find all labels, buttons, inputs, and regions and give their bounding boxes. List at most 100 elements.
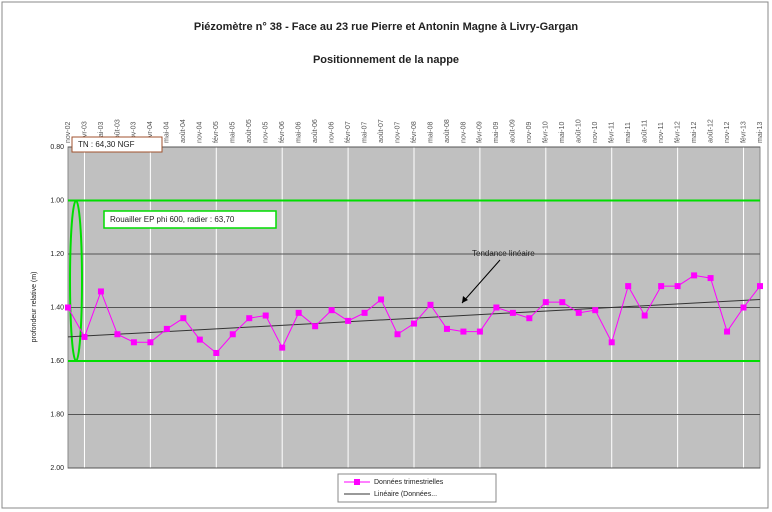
x-tick-label: mai-04 [164,121,171,143]
x-tick-label: août-09 [510,119,517,143]
x-tick-label: août-08 [444,119,451,143]
point [443,325,450,332]
chart-title: Piézomètre n° 38 - Face au 23 rue Pierre… [194,21,579,33]
x-tick-label: mai-03 [98,121,105,143]
point [130,339,137,346]
point [180,315,187,322]
x-tick-label: nov-03 [131,121,138,143]
point [641,312,648,319]
point [345,317,352,324]
point [592,307,599,314]
trend-line [67,298,761,338]
point [378,296,385,303]
point [707,275,714,282]
point [559,299,566,306]
y-tick-label: 1.00 [50,197,64,204]
point [81,333,88,340]
annotation-arrow [461,259,501,304]
x-tick-label: févr-08 [411,121,418,143]
x-tick-label: mai-09 [493,121,500,143]
x-tick-label: août-06 [312,119,319,143]
x-tick-label: nov-05 [263,121,270,143]
x-tick-label: août-11 [642,120,649,143]
point [427,301,434,308]
point [658,283,665,290]
point [279,344,286,351]
range-ellipse [69,199,83,362]
chart-subtitle: Positionnement de la nappe [313,54,459,66]
x-tick-label: août-10 [576,119,583,143]
x-tick-label: mai-05 [230,121,237,143]
y-tick-label: 1.20 [50,251,64,258]
y-tick-label: 1.40 [50,304,64,311]
x-tick-label: nov-06 [328,121,335,143]
x-tick-label: mai-12 [691,121,698,143]
x-tick-label: nov-12 [724,121,731,143]
y-tick-label: 1.80 [50,411,64,418]
point [312,323,319,330]
point [509,309,516,316]
x-tick-label: nov-11 [658,122,665,143]
annotation-box [103,210,277,229]
legend-label: Linéaire (Données... [374,491,437,498]
annotation: TN : 64,30 NGF [78,140,135,149]
x-tick-label: août-05 [246,119,253,143]
x-tick-label: févr-11 [609,122,616,143]
point [163,325,170,332]
point [625,283,632,290]
point [575,309,582,316]
point [246,315,253,322]
legend-swatch [354,479,360,485]
y-tick-label: 2.00 [50,465,64,472]
point [460,328,467,335]
point [262,312,269,319]
point [674,283,681,290]
point [394,331,401,338]
point [411,320,417,327]
x-tick-label: mai-13 [757,121,764,143]
point [295,309,302,316]
point [213,349,220,356]
x-tick-label: févr-12 [674,121,681,143]
point [757,283,763,290]
legend [337,473,497,503]
point [542,299,549,306]
x-tick-label: nov-09 [526,121,533,143]
annotation: Tendance linéaire [472,249,535,258]
point [493,304,500,311]
x-tick-label: févr-10 [543,121,550,143]
point [361,309,368,316]
x-tick-label: nov-02 [65,121,72,143]
point [526,315,533,322]
point [147,339,154,346]
x-tick-label: févr-05 [213,121,220,143]
x-tick-label: mai-07 [361,121,368,143]
x-tick-label: nov-07 [394,121,401,143]
x-tick-label: nov-10 [592,121,599,143]
x-tick-label: août-12 [707,119,714,143]
x-tick-label: févr-04 [147,121,154,143]
x-tick-label: nov-04 [197,121,204,143]
point [328,307,335,314]
point [65,304,71,311]
x-tick-label: févr-03 [81,121,88,143]
x-tick-label: févr-07 [345,121,352,143]
x-tick-label: mai-11 [625,122,632,143]
point [97,288,104,295]
arrow-head [462,296,468,303]
annotation-box [71,136,163,153]
point [740,304,747,311]
x-tick-label: août-04 [180,119,187,143]
x-tick-label: août-03 [114,119,121,143]
point [229,331,236,338]
x-tick-label: mai-10 [559,121,566,143]
y-axis-label: profondeur relative (m) [31,272,38,343]
point [196,336,203,343]
x-tick-label: mai-08 [427,121,434,143]
x-tick-label: nov-08 [460,121,467,143]
legend-label: Données trimestrielles [374,479,444,486]
point [608,339,615,346]
point [724,328,731,335]
x-tick-label: févr-06 [279,121,286,143]
